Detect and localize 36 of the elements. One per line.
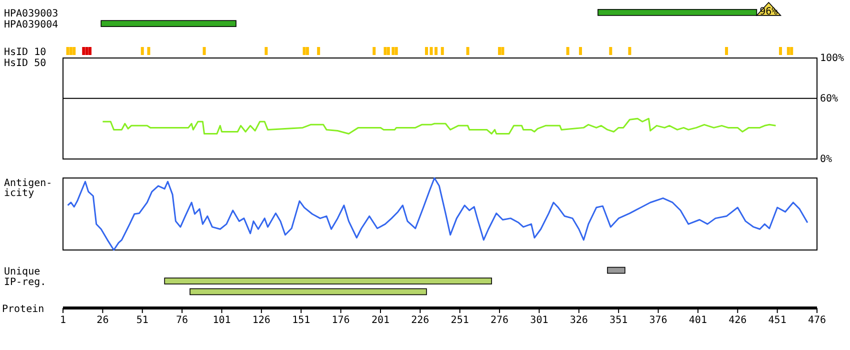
x-tick-label: 376 xyxy=(649,315,668,326)
y-tick-label: IP-reg. xyxy=(4,277,46,288)
x-tick-label: 151 xyxy=(292,315,310,326)
x-tick-label: 451 xyxy=(768,315,786,326)
x-tick-label: 401 xyxy=(688,315,707,326)
annotation: 96% xyxy=(760,6,778,18)
x-tick-label: 476 xyxy=(808,315,826,326)
y-tick-label: Unique xyxy=(4,266,40,278)
y-tick-label: HPA039003 xyxy=(4,8,58,20)
y-tick-label: 60% xyxy=(820,94,838,105)
x-tick-label: 26 xyxy=(96,315,109,326)
x-tick-label: 201 xyxy=(371,315,390,326)
x-tick-label: 126 xyxy=(252,315,270,326)
x-tick-label: 276 xyxy=(490,315,509,326)
y-axis-title: Antigen- icity xyxy=(4,178,52,199)
y-axis-title: HsID 10 xyxy=(4,47,46,58)
x-tick-label: 301 xyxy=(530,315,548,326)
line-series xyxy=(102,118,776,134)
x-tick-label: 176 xyxy=(332,315,350,326)
x-tick-label: 51 xyxy=(136,315,148,326)
x-tick-label: 226 xyxy=(411,315,430,326)
y-tick-label: HPA039004 xyxy=(4,20,58,31)
x-tick-label: 1 xyxy=(60,315,66,326)
y-axis-title: HsID 50 xyxy=(4,58,46,69)
y-tick-label: 0% xyxy=(820,154,832,166)
x-axis-title: Protein xyxy=(2,304,44,315)
x-tick-label: 76 xyxy=(176,315,188,326)
x-tick-label: 351 xyxy=(610,315,628,326)
bar xyxy=(190,288,427,296)
x-tick-label: 326 xyxy=(570,315,588,326)
x-tick-label: 101 xyxy=(212,315,231,326)
bar xyxy=(164,278,492,284)
x-tick-label: 251 xyxy=(450,315,469,326)
y-tick-label: 100% xyxy=(820,53,844,64)
bar xyxy=(607,266,626,274)
x-tick-label: 426 xyxy=(728,315,747,326)
